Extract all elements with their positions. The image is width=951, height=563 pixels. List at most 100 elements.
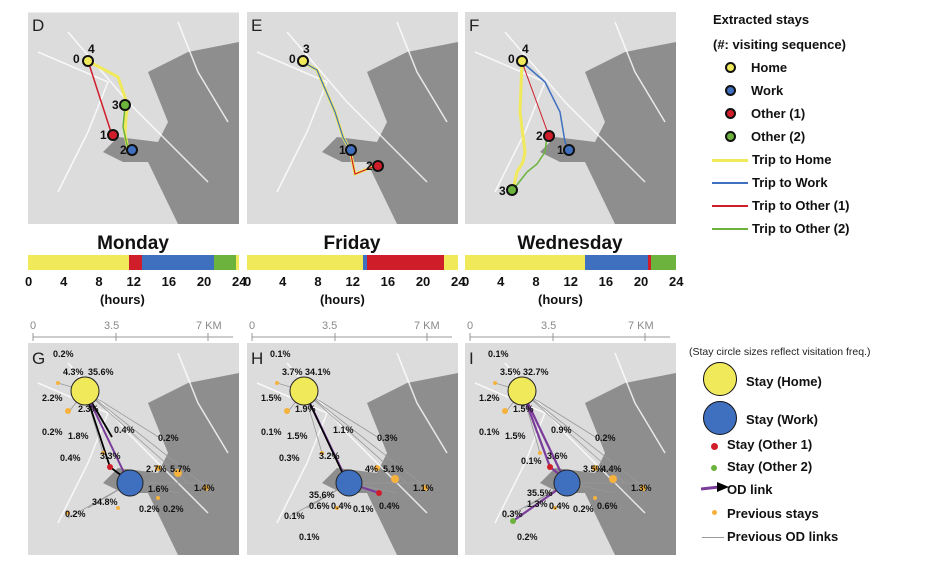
map-label: 0.2%	[53, 349, 74, 359]
hours-label: (hours)	[320, 292, 365, 307]
legend-stay-work: Stay (Work)	[746, 412, 818, 427]
map-label: 3.7%	[282, 367, 303, 377]
hour-tick-label: 12	[345, 274, 360, 289]
map-panel-i: I 0.1% 3.5% 32.7% 1.2% 1.5% 0.1% 1.5% 0.…	[465, 343, 676, 555]
legend-previous-od-links: Previous OD links	[727, 529, 839, 544]
map-label: 1.5%	[287, 431, 308, 441]
hour-tick-label: 8	[532, 274, 540, 289]
map-label: 1.9%	[295, 404, 316, 414]
seq-other1: 2	[536, 129, 543, 143]
map-label: 0.3%	[279, 453, 300, 463]
map-label: 0.1%	[521, 456, 542, 466]
timebar-segment	[367, 255, 444, 270]
timebar-segment	[28, 255, 130, 270]
map-label: 1.8%	[68, 431, 89, 441]
legend-trip-home: Trip to Home	[752, 152, 832, 167]
stay-other1-dot-icon	[711, 443, 718, 450]
legend-stay-home: Stay (Home)	[746, 374, 822, 389]
map-label: 1.2%	[479, 393, 500, 403]
panel-letter: F	[469, 16, 480, 35]
seq-home-a: 4	[88, 42, 95, 56]
timebar-segment	[247, 255, 364, 270]
map-label: 5.7%	[170, 464, 191, 474]
other1-dot-icon	[725, 108, 736, 119]
map-label: 1.1%	[413, 483, 434, 493]
map-label: 4.4%	[601, 464, 622, 474]
timebar-wednesday	[465, 255, 676, 270]
map-label: 1.3%	[527, 499, 548, 509]
km-tick: 3.5	[541, 320, 557, 332]
legend-trip-work: Trip to Work	[752, 175, 828, 190]
map-label: 0.1%	[284, 511, 305, 521]
map-label: 1.5%	[261, 393, 282, 403]
map-label: 1.3%	[631, 483, 652, 493]
map-label: 0.2%	[573, 504, 594, 514]
hour-tick-label: 0	[25, 274, 33, 289]
hour-tick-label: 20	[633, 274, 649, 289]
seq-other1: 2	[366, 159, 373, 173]
hour-tick-label: 4	[279, 274, 287, 289]
hour-tick-label: 4	[60, 274, 68, 289]
map-label: 0.2%	[163, 504, 184, 514]
legend-note: (Stay circle sizes reflect visitation fr…	[689, 346, 871, 358]
previous-stay-dot-icon	[712, 510, 717, 515]
km-tick: 0	[467, 320, 474, 332]
map-label: 34.8%	[92, 497, 118, 507]
legend-work: Work	[751, 83, 784, 98]
hour-tick-label: 8	[95, 274, 103, 289]
legend-subtitle: (#: visiting sequence)	[713, 37, 846, 52]
hour-tick-label: 16	[598, 274, 614, 289]
map-label: 5.1%	[383, 464, 404, 474]
map-h-svg	[256, 352, 458, 555]
legend-stay-other1: Stay (Other 1)	[727, 437, 813, 452]
map-d-svg	[28, 12, 239, 224]
map-label: 0.1%	[488, 349, 509, 359]
seq-home-a: 4	[522, 42, 529, 56]
map-label: 1.4%	[194, 483, 215, 493]
seq-home-b: 0	[73, 52, 80, 66]
hour-tick-label: 12	[126, 274, 141, 289]
timebar-segment	[363, 255, 368, 270]
timebar-segment	[585, 255, 648, 270]
hour-tick-label: 8	[314, 274, 322, 289]
hour-tick-label: 0	[462, 274, 470, 289]
map-label: 0.3%	[502, 509, 523, 519]
map-label: 0.2%	[139, 504, 160, 514]
hour-tick-label: 24	[232, 274, 247, 289]
timebar-segment	[443, 255, 458, 270]
map-label: 4%	[365, 464, 379, 474]
hour-tick-label: 0	[244, 274, 252, 289]
km-tick: 7 KM	[414, 320, 440, 332]
map-label: 3.5%	[583, 464, 604, 474]
km-tick: 7 KM	[628, 320, 654, 332]
map-label: 0.4%	[549, 501, 570, 511]
timebar-segment	[465, 255, 586, 270]
od-link-arrow-icon	[701, 482, 729, 492]
map-label: 2.7%	[146, 464, 167, 474]
map-label: 0.2%	[595, 433, 616, 443]
legend-other1: Other (1)	[751, 106, 806, 121]
map-label: 34.1%	[305, 367, 331, 377]
map-panel-f: F 4 0 2 1 3	[465, 12, 676, 224]
map-panel-d: D 4 0 3 1 2	[28, 12, 239, 224]
legend-title: Extracted stays	[713, 12, 810, 27]
home-dot-icon	[725, 62, 736, 73]
map-e-svg	[256, 21, 458, 224]
seq-home-a: 3	[303, 42, 310, 56]
map-label: 0.6%	[309, 501, 330, 511]
map-label: 3.5%	[500, 367, 521, 377]
map-label: 0.1%	[270, 349, 291, 359]
seq-work: 2	[120, 143, 127, 157]
panel-letter: E	[251, 16, 263, 35]
km-tick: 7 KM	[196, 320, 222, 332]
seq-work: 1	[339, 143, 346, 157]
map-label: 32.7%	[523, 367, 549, 377]
map-label: 2.2%	[42, 393, 63, 403]
map-label: 0.4%	[331, 501, 352, 511]
hour-tick-label: 16	[161, 274, 177, 289]
seq-other2: 3	[499, 184, 506, 198]
map-label: 1.1%	[333, 425, 354, 435]
map-label: 0.2%	[42, 427, 63, 437]
map-label: 3.3%	[100, 451, 121, 461]
map-label: 4.3%	[63, 367, 84, 377]
